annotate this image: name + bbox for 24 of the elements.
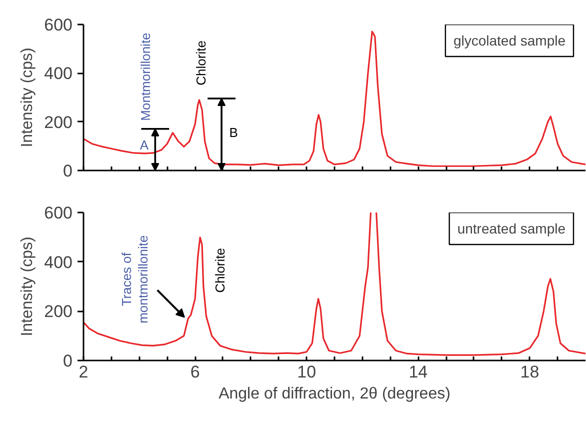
- y-axis-title: Intensity (cps): [19, 236, 36, 336]
- y-axis-title: Intensity (cps): [19, 48, 36, 148]
- y-tick-label: 400: [44, 252, 73, 272]
- x-tick-label: 10: [297, 362, 316, 382]
- text: untreated sample: [457, 220, 566, 236]
- x-tick-label: 14: [408, 362, 428, 382]
- x-tick-label: 6: [190, 362, 200, 382]
- y-tick-label: 200: [44, 302, 73, 322]
- x-tick-label: 2: [78, 362, 88, 382]
- y-tick-label: 600: [44, 204, 73, 222]
- annotation: Montmorillonite: [138, 32, 154, 121]
- annotation: Traces of montmorillonite: [118, 235, 150, 324]
- y-tick-label: 200: [44, 112, 73, 132]
- x-tick-label: 18: [520, 362, 540, 382]
- annotation: Chlorite: [212, 248, 228, 293]
- y-tick-label: 0: [63, 162, 73, 180]
- text: glycolated sample: [453, 32, 566, 48]
- y-tick-label: 400: [44, 64, 73, 84]
- y-tick-label: 0: [63, 352, 73, 370]
- x-axis-title: Angle of diffraction, 2θ (degrees): [218, 386, 450, 402]
- annotation: B: [229, 124, 238, 140]
- annotation: Chlorite: [194, 40, 209, 86]
- y-tick-label: 600: [44, 16, 73, 34]
- annotation: A: [140, 137, 149, 152]
